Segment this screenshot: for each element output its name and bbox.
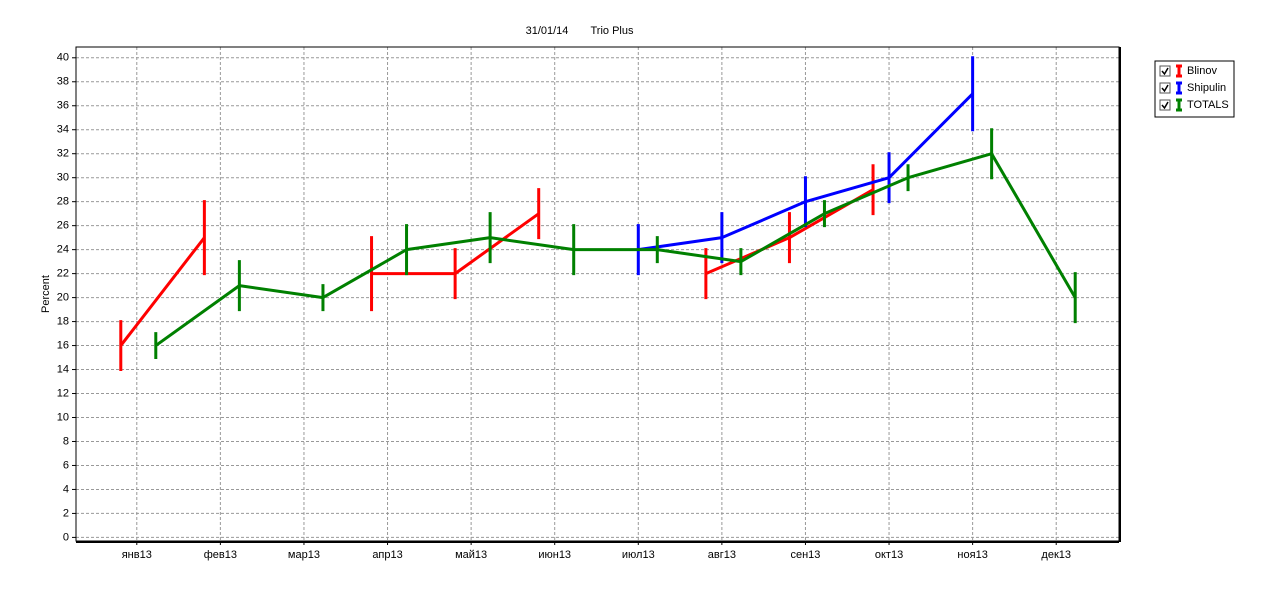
- error-bar: [971, 56, 975, 132]
- y-tick-label: 26: [57, 220, 69, 232]
- x-tick-label: янв13: [122, 549, 152, 561]
- y-tick-label: 0: [63, 531, 69, 543]
- legend-swatch: [1176, 81, 1182, 95]
- error-bar: [237, 260, 241, 312]
- error-bar: [572, 224, 576, 276]
- chart-subtitle: Trio Plus: [591, 25, 634, 37]
- error-bar: [202, 200, 206, 276]
- y-tick-label: 6: [63, 459, 69, 471]
- x-tick-label: апр13: [372, 549, 402, 561]
- x-tick-label: июн13: [538, 549, 571, 561]
- y-tick-label: 10: [57, 411, 69, 423]
- error-bar: [370, 236, 374, 312]
- error-bar: [787, 212, 791, 264]
- legend-swatch: [1176, 98, 1182, 112]
- error-bar: [119, 320, 123, 372]
- y-tick-label: 8: [63, 435, 69, 447]
- y-tick-label: 24: [57, 244, 69, 256]
- chart-title: 31/01/14: [526, 25, 569, 37]
- legend-checkbox[interactable]: [1159, 65, 1171, 77]
- legend-label: TOTALS: [1187, 99, 1229, 111]
- x-tick-label: май13: [455, 549, 487, 561]
- legend-check: [1161, 84, 1169, 93]
- error-bar: [405, 224, 409, 276]
- error-bar: [990, 128, 994, 180]
- error-bar: [871, 164, 875, 216]
- error-bar: [1073, 272, 1077, 324]
- x-tick-label: окт13: [875, 549, 903, 561]
- y-tick-label: 34: [57, 124, 69, 136]
- legend-label: Shipulin: [1187, 82, 1226, 94]
- x-tick-label: авг13: [708, 549, 736, 561]
- y-tick-label: 14: [57, 363, 69, 375]
- error-bar: [321, 284, 325, 312]
- x-tick-label: сен13: [790, 549, 820, 561]
- y-tick-label: 20: [57, 292, 69, 304]
- series-line: [154, 152, 1077, 347]
- error-bar: [488, 212, 492, 264]
- x-tick-label: мар13: [288, 549, 320, 561]
- x-tick-label: фев13: [204, 549, 237, 561]
- legend-label: Blinov: [1187, 65, 1217, 77]
- y-tick-label: 30: [57, 172, 69, 184]
- y-tick-label: 22: [57, 268, 69, 280]
- error-bar: [803, 176, 807, 228]
- error-bar: [906, 164, 910, 192]
- error-bar: [822, 200, 826, 228]
- x-tick-label: дек13: [1041, 549, 1071, 561]
- y-tick-label: 12: [57, 387, 69, 399]
- y-tick-label: 18: [57, 315, 69, 327]
- error-bar: [154, 332, 158, 360]
- legend-checkbox[interactable]: [1159, 82, 1171, 94]
- y-tick-label: 32: [57, 148, 69, 160]
- legend-check: [1161, 67, 1169, 76]
- y-tick-label: 4: [63, 483, 69, 495]
- error-bar: [739, 248, 743, 276]
- error-bar: [720, 212, 724, 264]
- error-bar: [537, 188, 541, 240]
- legend-checkbox[interactable]: [1159, 99, 1171, 111]
- y-axis-label: Percent: [40, 275, 52, 313]
- y-tick-label: 2: [63, 507, 69, 519]
- error-bar: [453, 248, 457, 300]
- x-tick-label: июл13: [622, 549, 655, 561]
- y-tick-label: 36: [57, 100, 69, 112]
- legend-check: [1161, 101, 1169, 110]
- y-tick-label: 16: [57, 339, 69, 351]
- x-tick-label: ноя13: [957, 549, 987, 561]
- error-bar: [655, 236, 659, 264]
- legend-swatch: [1176, 64, 1182, 78]
- error-bar: [887, 152, 891, 204]
- y-tick-label: 40: [57, 52, 69, 64]
- y-tick-label: 38: [57, 76, 69, 88]
- y-tick-label: 28: [57, 196, 69, 208]
